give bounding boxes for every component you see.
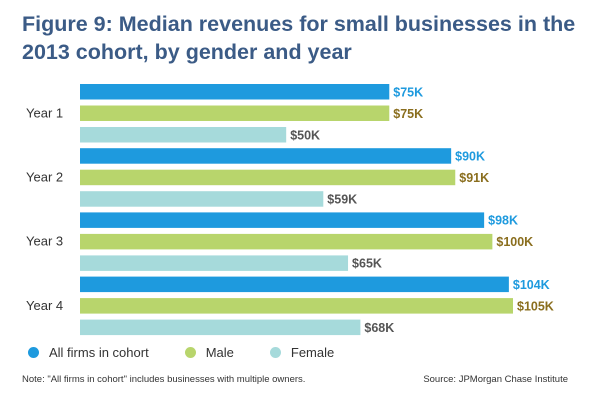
legend-item-male: Male: [184, 345, 234, 360]
legend-item-all: All firms in cohort: [28, 345, 149, 360]
bar-male: [80, 298, 513, 314]
data-label-male: $105K: [517, 299, 554, 313]
data-label-all: $90K: [455, 149, 485, 163]
bar-all: [80, 276, 509, 293]
data-label-all: $98K: [488, 214, 518, 228]
chart-source: Source: JPMorgan Chase Institute: [423, 374, 568, 385]
data-label-female: $68K: [364, 321, 394, 335]
bar-all: [80, 84, 390, 100]
legend-swatch-male: [184, 347, 196, 358]
bar-male: [80, 105, 390, 121]
legend: All firms in cohort Male Female: [28, 345, 370, 360]
legend-label-all: All firms in cohort: [49, 345, 149, 360]
bar-female: [80, 127, 287, 143]
legend-swatch-all: [28, 347, 39, 358]
category-label: Year 1: [26, 105, 63, 120]
legend-item-female: Female: [269, 345, 335, 360]
category-label: Year 2: [26, 169, 63, 184]
chart-note: Note: "All firms in cohort" includes bus…: [22, 374, 306, 385]
category-label: Year 4: [26, 298, 63, 313]
bar-male: [80, 233, 493, 250]
bar-all: [80, 212, 485, 228]
data-label-male: $91K: [459, 171, 489, 185]
bar-all: [80, 148, 452, 164]
data-label-all: $104K: [513, 278, 550, 292]
bar-male: [80, 169, 456, 186]
bar-female: [80, 319, 361, 336]
legend-swatch-female: [269, 347, 281, 358]
data-label-female: $59K: [327, 192, 357, 206]
bar-female: [80, 191, 324, 207]
data-label-all: $75K: [393, 85, 423, 99]
data-label-female: $50K: [290, 128, 320, 142]
data-label-female: $65K: [352, 257, 382, 271]
category-label: Year 3: [26, 234, 63, 249]
legend-label-female: Female: [290, 345, 335, 360]
legend-label-male: Male: [205, 345, 234, 360]
bar-female: [80, 255, 349, 271]
chart-title: Figure 9: Median revenues for small busi…: [22, 12, 576, 64]
data-label-male: $100K: [496, 235, 533, 249]
bar-chart: Year 1 $75K $75K $50K Year 2 $90K $91K $59K Year…: [26, 84, 554, 336]
data-label-male: $75K: [393, 107, 423, 121]
